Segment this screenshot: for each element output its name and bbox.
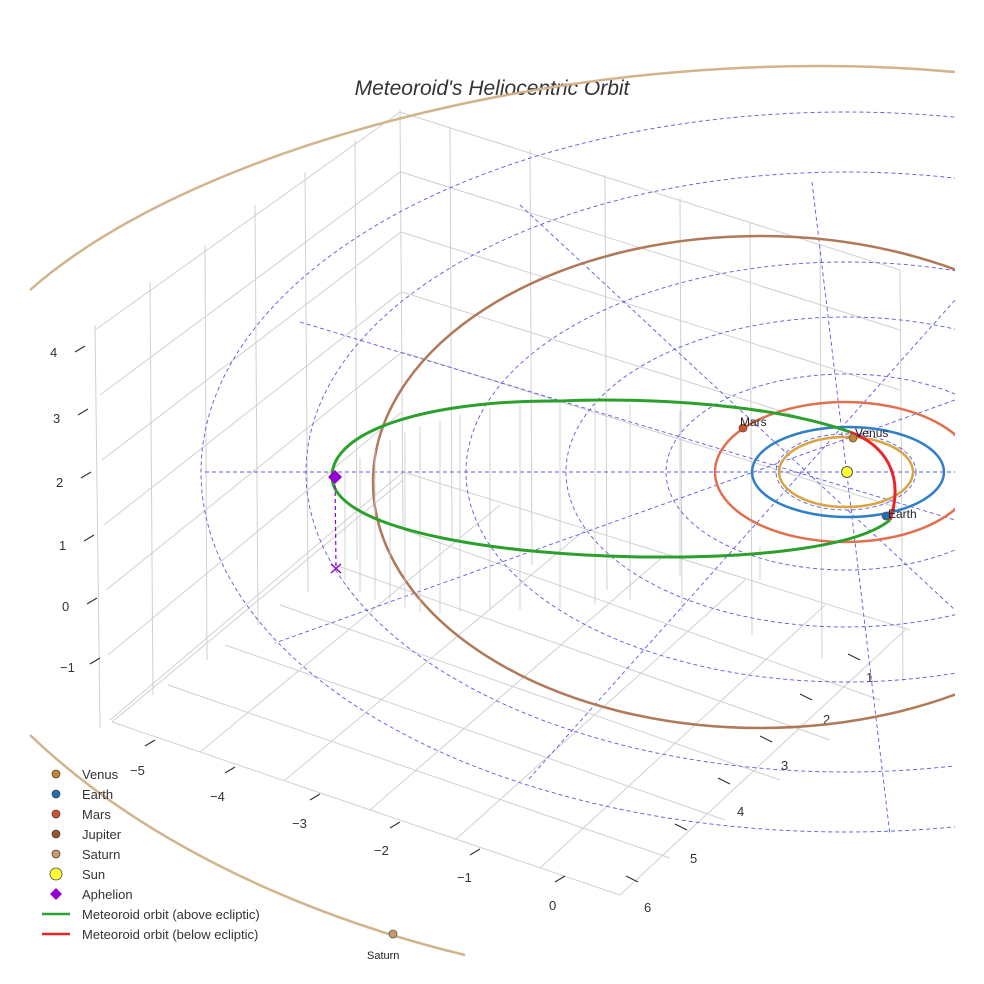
- ecliptic-grid: [200, 111, 955, 836]
- aphelion-projection-marker: [330, 563, 342, 574]
- z-tick-label: 4: [50, 345, 57, 360]
- axis-box-grid: [94, 109, 911, 896]
- legend-item[interactable]: Jupiter: [51, 827, 122, 842]
- venus-marker: [848, 433, 858, 443]
- legend-symbol: [51, 789, 61, 799]
- legend-item[interactable]: Meteoroid orbit (below ecliptic): [42, 927, 258, 942]
- legend-label: Meteoroid orbit (below ecliptic): [82, 927, 258, 942]
- y-tick-label: 6: [644, 900, 651, 915]
- legend-item[interactable]: Mars: [51, 807, 111, 822]
- x-tick-label: −2: [374, 843, 389, 858]
- legend-item[interactable]: Aphelion: [50, 887, 133, 902]
- sun-marker: [841, 466, 853, 478]
- legend-item[interactable]: Sun: [49, 867, 105, 882]
- legend-label: Jupiter: [82, 827, 122, 842]
- earth-label: Earth: [888, 507, 917, 521]
- meteoroid-orbit-below: [849, 430, 897, 521]
- legend-label: Mars: [82, 807, 111, 822]
- venus-label: Venus: [855, 426, 888, 440]
- legend-item[interactable]: Venus: [51, 767, 119, 782]
- mars-marker: [738, 423, 748, 433]
- z-tick-label: 3: [53, 411, 60, 426]
- legend-symbol: [51, 769, 61, 779]
- legend-symbol: [50, 888, 62, 900]
- aphelion-drop-line: [334, 477, 337, 569]
- axis-tick-labels: 4 3 2 1 0 −1 −5 −4 −3 −2 −1 0 1 2 3 4 5 …: [50, 345, 873, 915]
- saturn-label: Saturn: [367, 950, 399, 962]
- mars-orbit: [713, 400, 955, 544]
- legend-label: Sun: [82, 867, 105, 882]
- y-tick-label: 2: [823, 712, 830, 727]
- legend-symbol: [51, 809, 61, 819]
- z-tick-label: 0: [62, 599, 69, 614]
- legend-symbol: [51, 829, 61, 839]
- x-tick-label: −3: [292, 816, 307, 831]
- saturn-marker: [388, 929, 398, 939]
- saturn-orbit: [29, 64, 955, 957]
- x-tick-label: 0: [549, 898, 556, 913]
- legend-label: Venus: [82, 767, 119, 782]
- aphelion-marker: [328, 470, 342, 484]
- legend-item[interactable]: Earth: [51, 787, 113, 802]
- x-tick-label: −4: [210, 789, 225, 804]
- legend: Venus Earth Mars Jupiter Saturn Sun Aphelion Me…: [42, 767, 260, 942]
- legend-symbol: [49, 867, 63, 881]
- y-tick-label: 3: [781, 758, 788, 773]
- legend-item[interactable]: Saturn: [51, 847, 120, 862]
- legend-item[interactable]: Meteoroid orbit (above ecliptic): [42, 907, 260, 922]
- legend-label: Aphelion: [82, 887, 133, 902]
- y-tick-label: 1: [866, 670, 873, 685]
- jupiter-orbit: [371, 234, 955, 730]
- venus-orbit: [777, 435, 915, 509]
- earth-marker: [881, 511, 891, 521]
- legend-label: Saturn: [82, 847, 120, 862]
- y-tick-label: 5: [690, 851, 697, 866]
- earth-orbit: [750, 425, 946, 519]
- y-tick-label: 4: [737, 804, 744, 819]
- z-tick-label: 2: [56, 475, 63, 490]
- legend-symbol: [51, 849, 61, 859]
- x-tick-label: −1: [457, 870, 472, 885]
- chart-title: Meteoroid's Heliocentric Orbit: [355, 77, 631, 100]
- axis-tick-marks: [74, 345, 861, 883]
- z-tick-label: −1: [60, 660, 75, 675]
- legend-label: Meteoroid orbit (above ecliptic): [82, 907, 260, 922]
- z-tick-label: 1: [59, 538, 66, 553]
- mars-label: Mars: [740, 415, 767, 429]
- x-tick-label: −5: [130, 763, 145, 778]
- legend-label: Earth: [82, 787, 113, 802]
- meteoroid-drop-lines: [344, 402, 761, 614]
